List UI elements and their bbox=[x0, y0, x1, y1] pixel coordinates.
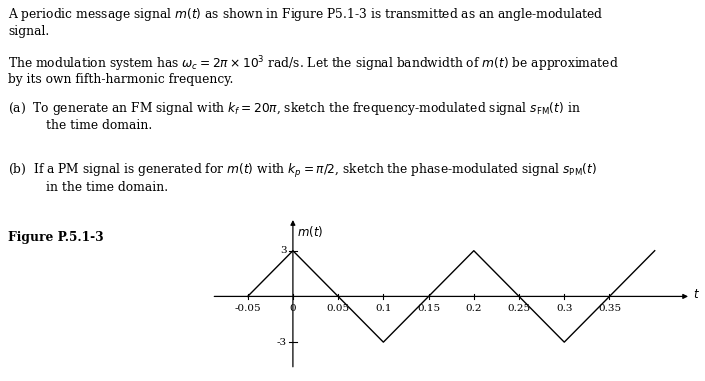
Text: by its own fifth-harmonic frequency.: by its own fifth-harmonic frequency. bbox=[8, 73, 234, 86]
Text: 0.15: 0.15 bbox=[417, 304, 440, 314]
Text: the time domain.: the time domain. bbox=[46, 119, 152, 132]
Text: 3: 3 bbox=[280, 246, 286, 255]
Text: 0.35: 0.35 bbox=[598, 304, 621, 314]
Text: 0.05: 0.05 bbox=[326, 304, 350, 314]
Text: A periodic message signal $m(t)$ as shown in Figure P5.1-3 is transmitted as an : A periodic message signal $m(t)$ as show… bbox=[8, 6, 604, 23]
Text: The modulation system has $\omega_c = 2\pi \times 10^3$ rad/s. Let the signal ba: The modulation system has $\omega_c = 2\… bbox=[8, 54, 619, 74]
Text: (a)  To generate an FM signal with $k_f = 20\pi$, sketch the frequency-modulated: (a) To generate an FM signal with $k_f =… bbox=[8, 100, 581, 117]
Text: (b)  If a PM signal is generated for $m(t)$ with $k_p = \pi/2$, sketch the phase: (b) If a PM signal is generated for $m(t… bbox=[8, 162, 597, 180]
Text: Figure P.5.1-3: Figure P.5.1-3 bbox=[8, 231, 104, 243]
Text: -0.05: -0.05 bbox=[234, 304, 261, 314]
Text: 0: 0 bbox=[290, 304, 296, 314]
Text: 0.3: 0.3 bbox=[556, 304, 572, 314]
Text: in the time domain.: in the time domain. bbox=[46, 181, 168, 194]
Text: 0.25: 0.25 bbox=[508, 304, 531, 314]
Text: 0.1: 0.1 bbox=[375, 304, 391, 314]
Text: signal.: signal. bbox=[8, 25, 50, 38]
Text: $m(t)$: $m(t)$ bbox=[297, 224, 323, 239]
Text: $t$: $t$ bbox=[693, 288, 699, 301]
Text: -3: -3 bbox=[276, 338, 286, 347]
Text: 0.2: 0.2 bbox=[465, 304, 482, 314]
